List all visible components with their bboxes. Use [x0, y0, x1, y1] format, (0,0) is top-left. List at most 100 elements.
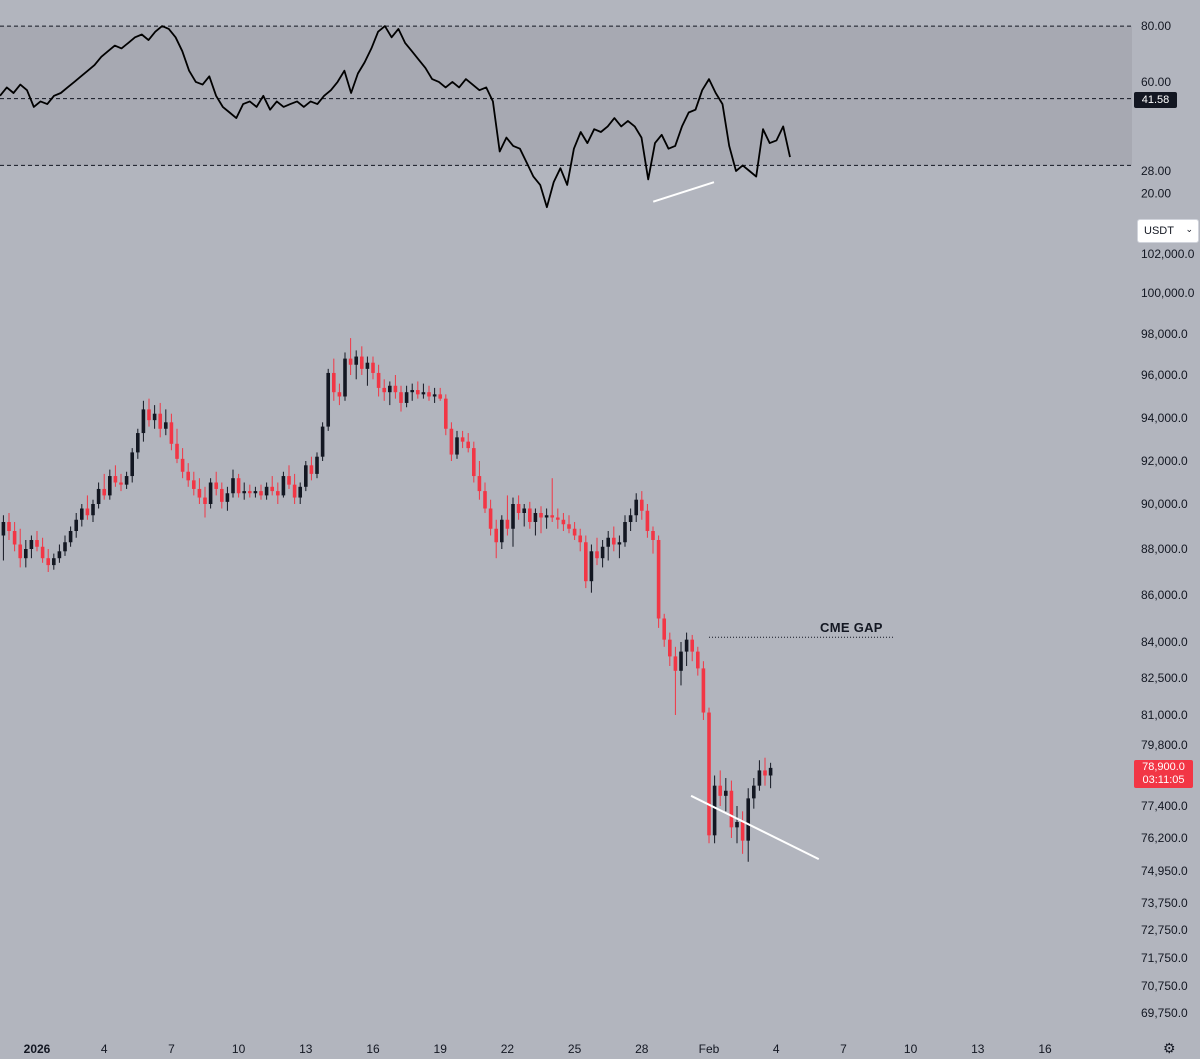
candle-70 — [393, 375, 398, 399]
candle-13 — [74, 513, 79, 538]
candle-12 — [68, 526, 73, 547]
candle-body — [494, 528, 499, 543]
candle-66 — [371, 356, 375, 380]
candle-88 — [494, 519, 499, 559]
candle-59 — [332, 358, 336, 401]
candle-114 — [640, 491, 644, 520]
time-tick-label: 4 — [773, 1042, 780, 1056]
price-axis[interactable]: 102,000.0 100,000.0 98,000.0 96,000.0 94,000… — [1141, 19, 1195, 1020]
candle-body — [354, 356, 359, 365]
candle-10 — [57, 544, 62, 563]
candle-54 — [304, 461, 308, 492]
rsi-band-fill — [0, 26, 1132, 166]
candle-body — [684, 639, 689, 652]
candle-107 — [600, 540, 605, 568]
candle-123 — [690, 634, 695, 662]
last-price-badge: 78,900.0 03:11:05 — [1134, 760, 1193, 788]
settings-gear-icon[interactable]: ⚙ — [1163, 1040, 1176, 1056]
candle-body — [595, 551, 599, 559]
candle-body — [768, 767, 773, 776]
candle-44 — [248, 484, 252, 498]
candle-38 — [214, 471, 219, 496]
candle-21 — [119, 473, 123, 492]
candle-body — [718, 785, 723, 796]
time-tick-label: 16 — [366, 1042, 380, 1056]
candle-4 — [24, 540, 28, 568]
candle-43 — [242, 482, 247, 500]
candle-96 — [539, 506, 543, 534]
candle-body — [533, 513, 538, 522]
candle-body — [488, 508, 493, 529]
candle-90 — [505, 495, 510, 536]
price-tick-label: 102,000.0 — [1141, 247, 1195, 261]
candle-15 — [85, 495, 90, 520]
candle-67 — [376, 364, 381, 397]
candle-body — [320, 426, 325, 457]
candle-body — [74, 519, 79, 531]
candle-102 — [572, 522, 577, 540]
candle-100 — [561, 513, 566, 531]
candle-6 — [35, 531, 39, 552]
candle-17 — [96, 482, 101, 509]
candle-65 — [365, 356, 370, 386]
candle-body — [600, 546, 605, 559]
candle-91 — [511, 497, 515, 547]
candle-body — [679, 651, 683, 671]
time-tick-label: 13 — [299, 1042, 313, 1056]
price-pane — [1, 338, 895, 862]
candle-5 — [29, 535, 34, 559]
candle-79 — [444, 394, 448, 436]
candle-28 — [158, 402, 163, 438]
candle-84 — [472, 441, 476, 483]
currency-selector[interactable]: USDT ⌄ — [1137, 219, 1199, 243]
candle-1 — [7, 513, 11, 540]
candle-69 — [388, 381, 392, 406]
candle-body — [264, 486, 269, 496]
candle-85 — [477, 461, 482, 500]
candle-50 — [281, 471, 286, 498]
candle-body — [119, 482, 123, 485]
candle-body — [404, 392, 409, 403]
candle-137 — [768, 762, 773, 789]
candle-body — [292, 484, 297, 498]
candle-body — [91, 504, 95, 516]
time-axis[interactable]: 2026 4 7 10 13 16 19 22 25 28 Feb 4 7 10 13 16 — [24, 1042, 1052, 1056]
candle-body — [180, 458, 185, 472]
candle-body — [567, 524, 571, 529]
candle-48 — [270, 476, 275, 496]
candle-104 — [584, 535, 588, 589]
candle-body — [287, 476, 291, 485]
candle-body — [511, 504, 515, 529]
candle-body — [662, 618, 667, 640]
candle-body — [472, 448, 476, 477]
candle-body — [304, 465, 308, 487]
candle-57 — [320, 422, 325, 461]
candle-body — [141, 409, 146, 434]
candle-118 — [662, 613, 667, 647]
candle-body — [578, 535, 583, 543]
candle-122 — [684, 632, 689, 666]
candle-30 — [169, 413, 174, 451]
time-tick-label: 25 — [568, 1042, 582, 1056]
candle-89 — [500, 515, 504, 549]
price-tick-label: 84,000.0 — [1141, 635, 1188, 649]
candle-body — [365, 362, 370, 369]
candle-body — [40, 546, 45, 559]
candle-body — [444, 398, 448, 429]
price-tick-label: 98,000.0 — [1141, 327, 1188, 341]
candle-body — [522, 508, 527, 513]
price-tick-label: 76,200.0 — [1141, 831, 1188, 845]
candle-body — [68, 531, 73, 543]
price-tick-label: 73,750.0 — [1141, 896, 1188, 910]
candle-body — [242, 491, 247, 494]
candle-113 — [634, 493, 639, 522]
candle-53 — [298, 482, 303, 504]
candle-7 — [40, 537, 45, 563]
candle-106 — [595, 537, 599, 566]
candle-105 — [589, 544, 594, 593]
candle-body — [102, 488, 107, 496]
candle-body — [220, 488, 224, 502]
candle-body — [96, 488, 101, 504]
candle-body — [432, 394, 437, 397]
